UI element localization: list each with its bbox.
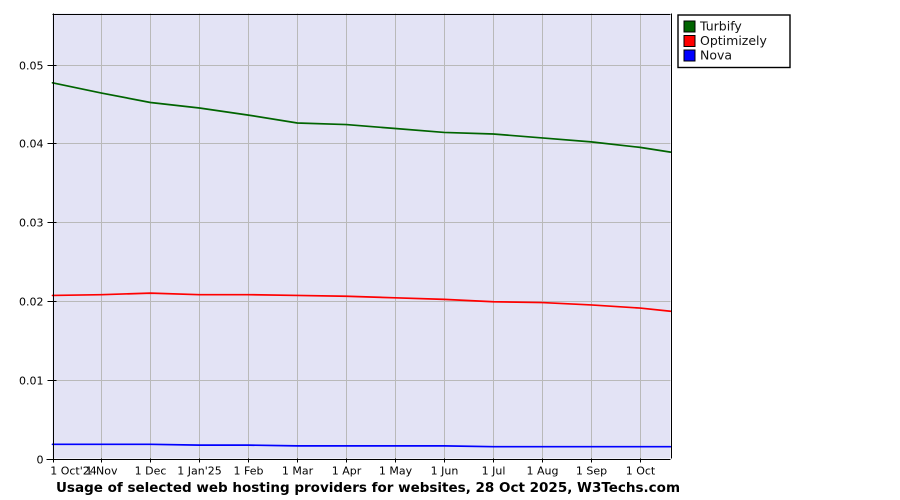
y-axis-ticks: 0 0.01 0.02 0.03 0.04 0.05: [19, 60, 57, 467]
x-tick-label: 1 Apr: [332, 465, 362, 478]
series-line-nova: [51, 443, 672, 448]
y-tick-label: 0.01: [19, 375, 44, 388]
legend-swatch-turbify: [683, 20, 696, 33]
x-tick-label: 1 Aug: [527, 465, 559, 478]
legend-box: [677, 14, 791, 69]
y-tick-label: 0: [37, 454, 44, 467]
x-axis-ticks: 1 Oct'241 Nov 1 Dec 1 Jan'25 1 Feb 1 Mar 1 Ap…: [50, 458, 656, 478]
series-line-turbify: [51, 81, 672, 153]
legend-swatch-optimizely: [683, 35, 696, 47]
x-tick-label: 1 Oct'24: [50, 465, 97, 478]
grid-lines: [52, 13, 671, 459]
chart-caption: Usage of selected web hosting providers …: [56, 480, 680, 496]
x-tick-label: 1 Sep: [576, 465, 607, 478]
x-tick-label: 1 Nov: [86, 465, 118, 478]
y-tick-label: 0.04: [19, 138, 44, 151]
y-tick-label: 0.05: [19, 60, 44, 73]
legend-label-nova: Nova: [700, 48, 732, 63]
x-tick-label: 1 May: [379, 465, 413, 478]
y-tick-label: 0.03: [19, 217, 44, 230]
series-lines: [51, 81, 672, 448]
plot-area-background: [52, 13, 671, 459]
x-tick-label: 1 Jun: [431, 465, 459, 478]
x-tick-label: 1 Dec: [135, 465, 167, 478]
x-tick-label: 1 Jul: [482, 465, 506, 478]
x-tick-label: 1 Feb: [234, 465, 264, 478]
x-tick-label: 1 Mar: [282, 465, 314, 478]
legend-label-turbify: Turbify: [699, 19, 742, 34]
x-tick-label: 1 Jan'25: [177, 465, 221, 478]
legend-label-optimizely: Optimizely: [700, 33, 768, 48]
series-line-optimizely: [51, 292, 672, 313]
legend-swatch-nova: [683, 49, 696, 62]
y-tick-label: 0.02: [19, 296, 44, 309]
x-tick-label: 1 Oct: [626, 465, 656, 478]
